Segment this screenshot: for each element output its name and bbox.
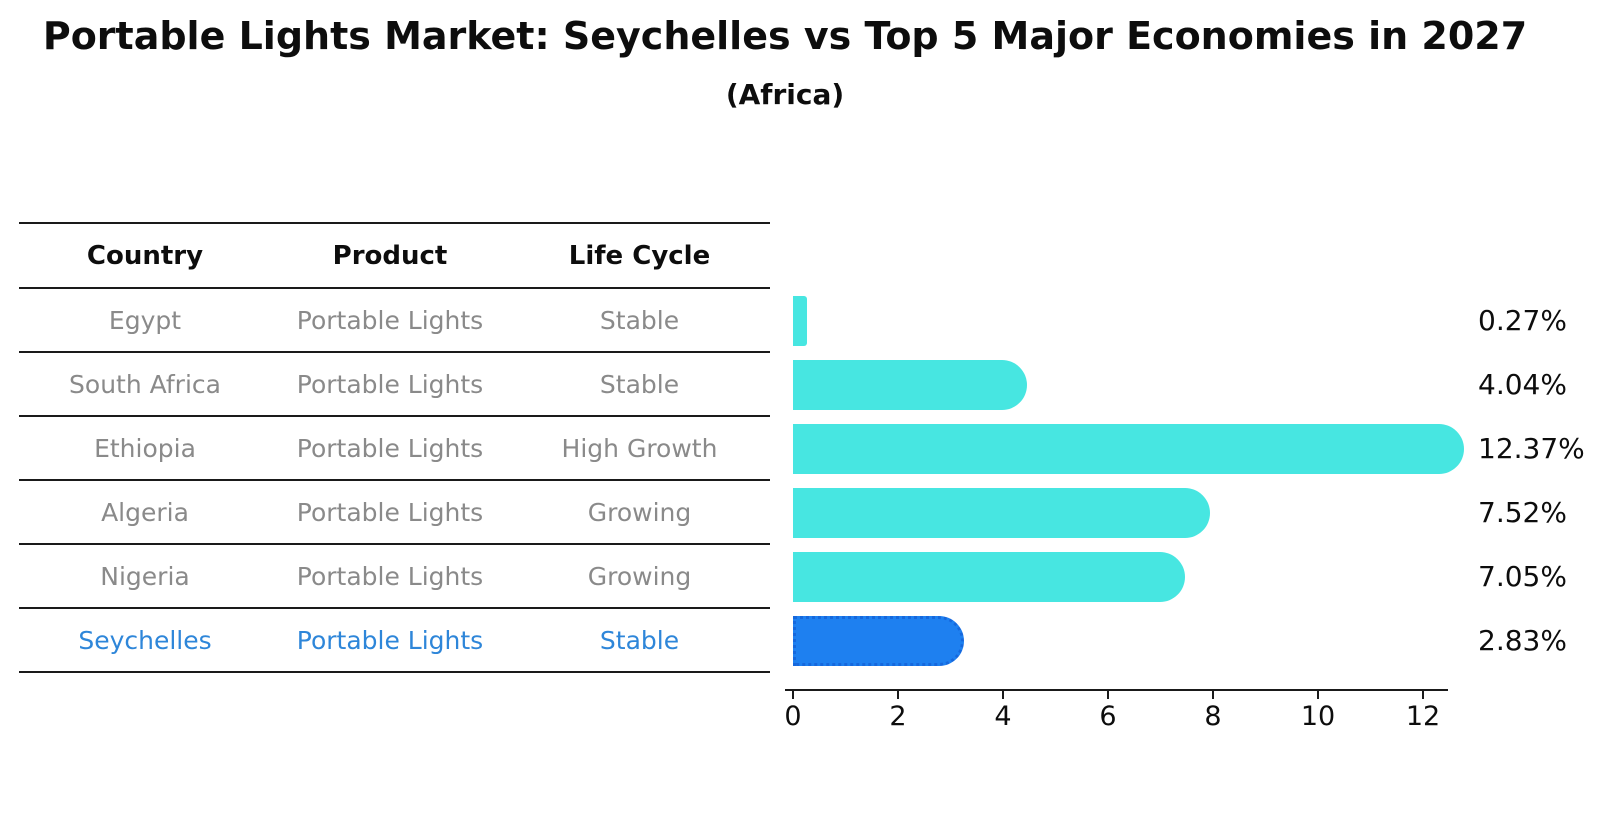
x-tick-mark-4 — [1002, 690, 1004, 699]
header-product: Product — [332, 240, 448, 271]
x-tick-label-2: 2 — [889, 701, 907, 732]
bar-seychelles — [793, 616, 964, 666]
cell-country: Ethiopia — [94, 433, 196, 463]
bar-ethiopia — [793, 424, 1464, 474]
bar-nigeria — [793, 552, 1185, 602]
cell-country: Nigeria — [100, 561, 190, 591]
cell-country: South Africa — [69, 369, 221, 399]
cell-country: Seychelles — [78, 625, 212, 655]
cell-country: Algeria — [101, 497, 189, 527]
table-row-ethiopia: Ethiopia Portable Lights High Growth — [19, 417, 770, 481]
cell-life-cycle: High Growth — [561, 433, 718, 463]
country-table: Country Product Life Cycle Egypt Portable… — [19, 222, 770, 673]
cell-life-cycle: Stable — [599, 369, 680, 399]
table-body: Egypt Portable Lights Stable South Africa Po… — [19, 289, 770, 673]
cell-life-cycle: Growing — [587, 497, 692, 527]
value-label-egypt: 0.27% — [1478, 304, 1567, 337]
table-row-south-africa: South Africa Portable Lights Stable — [19, 353, 770, 417]
x-tick-mark-2 — [897, 690, 899, 699]
cell-product: Portable Lights — [296, 561, 484, 591]
x-tick-label-6: 6 — [1099, 701, 1117, 732]
x-tick-mark-10 — [1317, 690, 1319, 699]
cell-life-cycle: Stable — [599, 305, 680, 335]
header-country: Country — [86, 240, 204, 271]
bar-south-africa — [793, 360, 1027, 410]
cell-product: Portable Lights — [296, 625, 484, 655]
x-tick-label-0: 0 — [784, 701, 802, 732]
x-tick-mark-8 — [1212, 690, 1214, 699]
x-tick-mark-0 — [792, 690, 794, 699]
value-label-seychelles: 2.83% — [1478, 624, 1567, 657]
value-label-algeria: 7.52% — [1478, 496, 1567, 529]
x-tick-label-10: 10 — [1300, 701, 1336, 732]
cell-country: Egypt — [108, 305, 182, 335]
cell-product: Portable Lights — [296, 305, 484, 335]
bar-algeria — [793, 488, 1210, 538]
table-header-row: Country Product Life Cycle — [19, 222, 770, 289]
cell-product: Portable Lights — [296, 369, 484, 399]
table-row-nigeria: Nigeria Portable Lights Growing — [19, 545, 770, 609]
header-life-cycle: Life Cycle — [568, 240, 711, 271]
chart-subtitle: (Africa) — [725, 78, 845, 111]
table-row-egypt: Egypt Portable Lights Stable — [19, 289, 770, 353]
table-row-algeria: Algeria Portable Lights Growing — [19, 481, 770, 545]
x-tick-label-12: 12 — [1405, 701, 1441, 732]
value-label-ethiopia: 12.37% — [1478, 432, 1585, 465]
cell-product: Portable Lights — [296, 433, 484, 463]
cell-life-cycle: Growing — [587, 561, 692, 591]
bar-egypt — [793, 296, 807, 346]
cell-product: Portable Lights — [296, 497, 484, 527]
x-axis-line — [785, 689, 1448, 691]
x-tick-mark-12 — [1422, 690, 1424, 699]
cell-life-cycle: Stable — [599, 625, 680, 655]
value-label-south-africa: 4.04% — [1478, 368, 1567, 401]
chart-title: Portable Lights Market: Seychelles vs To… — [42, 14, 1528, 58]
x-tick-mark-6 — [1107, 690, 1109, 699]
x-tick-label-4: 4 — [994, 701, 1012, 732]
value-label-nigeria: 7.05% — [1478, 560, 1567, 593]
x-tick-label-8: 8 — [1204, 701, 1222, 732]
table-row-seychelles: Seychelles Portable Lights Stable — [19, 609, 770, 673]
